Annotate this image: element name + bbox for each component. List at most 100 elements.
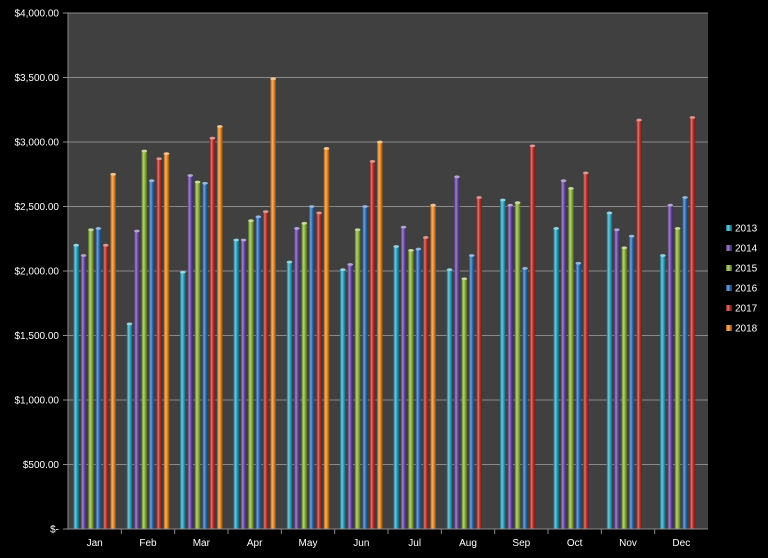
- y-tick-label: $1,500.00: [15, 331, 60, 342]
- bar: [430, 203, 436, 529]
- legend-item: 2017: [726, 304, 758, 315]
- bar: [308, 205, 315, 529]
- y-tick-label: $2,000.00: [15, 267, 60, 278]
- y-tick-label: $3,000.00: [15, 138, 60, 149]
- legend-item: 2014: [726, 244, 758, 255]
- bar-body: [468, 255, 475, 529]
- bar-top: [667, 203, 674, 207]
- bar-body: [660, 255, 666, 529]
- bar-top: [156, 157, 162, 161]
- bar: [408, 248, 414, 530]
- bar-top: [446, 268, 453, 272]
- legend-swatch: [726, 265, 732, 271]
- bar-body: [500, 200, 506, 530]
- bar-body: [316, 212, 322, 529]
- x-tick-label: Mar: [193, 538, 211, 549]
- bar: [354, 228, 361, 529]
- bar-top: [240, 238, 247, 242]
- x-tick-label: Jun: [353, 538, 369, 549]
- bar-top: [621, 246, 628, 250]
- bar: [682, 196, 688, 529]
- bar-top: [148, 179, 155, 183]
- x-tick-label: Oct: [567, 538, 583, 549]
- bar-body: [667, 205, 674, 529]
- bar-top: [73, 243, 79, 247]
- bar-body: [422, 237, 429, 529]
- bar-body: [233, 240, 239, 530]
- bar: [468, 254, 475, 529]
- bar-body: [582, 172, 589, 529]
- bar-top: [354, 228, 361, 232]
- bar: [636, 118, 642, 529]
- legend-item: 2015: [726, 264, 758, 275]
- bar-top: [582, 171, 589, 175]
- bar-top: [408, 248, 414, 252]
- bar-top: [126, 322, 133, 326]
- bar: [553, 227, 559, 529]
- bar: [500, 198, 506, 530]
- bar-top: [233, 238, 239, 242]
- bar-top: [217, 125, 223, 128]
- bar-top: [286, 260, 293, 264]
- bar-body: [323, 148, 330, 529]
- legend-label: 2013: [735, 224, 758, 235]
- bar-top: [110, 172, 116, 176]
- bar-top: [674, 227, 681, 230]
- bar-body: [180, 272, 186, 529]
- legend-swatch: [726, 245, 732, 251]
- bar: [422, 236, 429, 529]
- bar: [507, 203, 514, 529]
- bar-body: [430, 205, 436, 529]
- bar-top: [689, 116, 696, 119]
- x-tick-label: Nov: [619, 538, 637, 549]
- legend-label: 2015: [735, 264, 758, 275]
- bar-body: [575, 263, 582, 529]
- bar-top: [568, 187, 574, 190]
- bar-body: [134, 231, 140, 529]
- bar-body: [568, 188, 574, 529]
- bar-body: [73, 245, 79, 529]
- bar-top: [660, 254, 666, 257]
- legend-item: 2013: [726, 224, 758, 235]
- bar-top: [682, 196, 688, 199]
- bar-top: [362, 205, 368, 208]
- bar-top: [529, 144, 536, 148]
- bar: [163, 152, 170, 530]
- bar-top: [377, 140, 383, 144]
- bar: [568, 187, 574, 529]
- bar: [255, 215, 262, 529]
- bar: [194, 180, 201, 530]
- bar: [446, 268, 453, 529]
- bar: [689, 116, 696, 530]
- bar: [202, 181, 208, 529]
- bar-body: [255, 216, 262, 529]
- bar: [73, 243, 79, 529]
- bar: [80, 254, 87, 529]
- bar-body: [636, 120, 642, 529]
- y-tick-label: $-: [50, 525, 59, 536]
- bar-top: [180, 270, 186, 274]
- bar: [270, 77, 276, 529]
- bar-top: [553, 227, 559, 230]
- bar: [560, 179, 567, 529]
- bar-body: [354, 229, 361, 529]
- bar-top: [202, 181, 208, 185]
- bar: [461, 277, 468, 529]
- bar-top: [347, 263, 354, 266]
- bar: [209, 136, 216, 529]
- bar-body: [514, 202, 521, 529]
- bar-body: [141, 151, 148, 529]
- bar: [476, 196, 482, 529]
- bar: [400, 225, 407, 529]
- bar-body: [507, 205, 514, 529]
- y-tick-label: $1,000.00: [15, 396, 60, 407]
- bar-body: [461, 278, 468, 529]
- bar: [301, 221, 308, 529]
- bar-top: [308, 205, 315, 208]
- bar-body: [270, 78, 276, 529]
- bar-top: [187, 174, 194, 177]
- bar: [240, 238, 247, 530]
- legend: 2013 2014 2015 2016 2017 2018: [726, 224, 758, 335]
- bar: [233, 238, 239, 530]
- bar: [660, 254, 666, 529]
